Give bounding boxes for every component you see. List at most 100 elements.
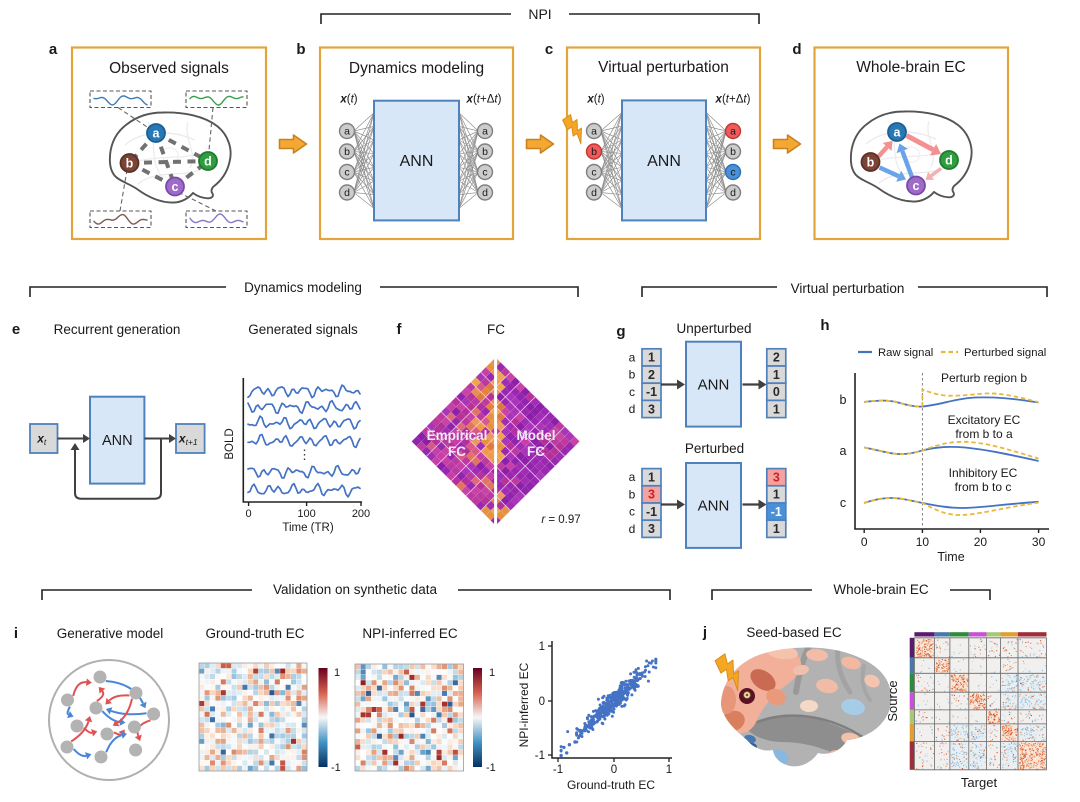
svg-text:Target: Target: [961, 775, 998, 790]
svg-text:10: 10: [916, 535, 930, 549]
svg-text:Unperturbed: Unperturbed: [676, 321, 751, 336]
svg-text:c: c: [629, 505, 635, 519]
svg-text:1: 1: [539, 641, 545, 653]
svg-text:1: 1: [648, 351, 655, 365]
svg-text:b: b: [296, 41, 305, 58]
svg-text:a: a: [153, 126, 161, 140]
svg-text:20: 20: [974, 535, 988, 549]
svg-text:b: b: [629, 368, 636, 382]
svg-text:x(t): x(t): [586, 94, 604, 106]
svg-text:Perturbed: Perturbed: [685, 441, 744, 456]
svg-text:a: a: [894, 125, 902, 139]
svg-text:a: a: [482, 126, 488, 138]
svg-text:1: 1: [773, 368, 780, 382]
svg-text:Source: Source: [885, 680, 900, 721]
svg-text:f: f: [397, 321, 403, 338]
svg-text:ANN: ANN: [102, 433, 133, 449]
svg-text:c: c: [840, 496, 846, 510]
svg-text:j: j: [702, 624, 707, 641]
svg-text:Time (TR): Time (TR): [282, 522, 333, 534]
svg-text:c: c: [629, 385, 635, 399]
svg-text:3: 3: [648, 488, 655, 502]
svg-text:0: 0: [539, 696, 545, 708]
svg-text:NPI: NPI: [528, 6, 551, 22]
svg-text:1: 1: [773, 488, 780, 502]
svg-text:b: b: [344, 146, 350, 158]
svg-text:Ground-truth EC: Ground-truth EC: [205, 626, 304, 641]
svg-text:ANN: ANN: [400, 153, 434, 170]
svg-text:c: c: [913, 179, 920, 193]
svg-text:30: 30: [1032, 535, 1046, 549]
svg-text:d: d: [629, 402, 636, 416]
svg-text:g: g: [616, 323, 625, 340]
svg-text:Whole-brain EC: Whole-brain EC: [833, 582, 929, 597]
svg-text:0: 0: [861, 535, 868, 549]
svg-text:d: d: [344, 187, 350, 199]
svg-text:from b to c: from b to c: [955, 480, 1012, 494]
svg-text:FC: FC: [527, 444, 545, 459]
svg-text:a: a: [629, 350, 636, 364]
svg-text:a: a: [591, 126, 597, 138]
svg-text:FC: FC: [448, 444, 466, 459]
svg-text:2: 2: [648, 368, 655, 382]
svg-text:r = 0.97: r = 0.97: [541, 514, 580, 526]
svg-text:Generated signals: Generated signals: [248, 322, 358, 337]
svg-text:1: 1: [773, 522, 780, 536]
svg-text:-1: -1: [535, 750, 545, 762]
svg-text:from b to a: from b to a: [955, 427, 1013, 441]
svg-text:1: 1: [489, 667, 495, 679]
svg-text:c: c: [591, 167, 596, 179]
svg-text:Dynamics modeling: Dynamics modeling: [244, 280, 362, 295]
svg-text:ANN: ANN: [647, 153, 681, 170]
svg-text:b: b: [629, 487, 636, 501]
svg-text:100: 100: [297, 508, 315, 520]
svg-text:⋮: ⋮: [298, 447, 311, 462]
svg-text:a: a: [344, 126, 350, 138]
svg-text:h: h: [820, 317, 829, 334]
svg-text:c: c: [172, 180, 179, 194]
svg-text:d: d: [482, 187, 488, 199]
svg-text:Perturb region b: Perturb region b: [941, 371, 1027, 385]
svg-text:e: e: [12, 321, 20, 338]
svg-text:Excitatory EC: Excitatory EC: [948, 413, 1021, 427]
svg-text:FC: FC: [487, 322, 505, 337]
svg-text:Inhibitory EC: Inhibitory EC: [949, 466, 1018, 480]
svg-text:c: c: [730, 167, 735, 179]
svg-text:2: 2: [773, 351, 780, 365]
svg-text:Virtual perturbation: Virtual perturbation: [791, 281, 905, 296]
svg-text:b: b: [867, 155, 875, 169]
svg-text:3: 3: [648, 402, 655, 416]
svg-text:d: d: [730, 187, 736, 199]
svg-text:Raw signal: Raw signal: [878, 347, 933, 359]
svg-text:a: a: [629, 470, 636, 484]
svg-text:c: c: [344, 167, 349, 179]
svg-text:Model: Model: [517, 428, 556, 443]
svg-text:-1: -1: [553, 764, 563, 776]
svg-text:d: d: [591, 187, 597, 199]
svg-text:1: 1: [666, 764, 672, 776]
svg-text:Observed signals: Observed signals: [109, 60, 229, 77]
svg-text:b: b: [482, 146, 488, 158]
svg-text:Whole-brain EC: Whole-brain EC: [856, 59, 965, 76]
svg-text:b: b: [591, 146, 597, 158]
svg-text:x(t+Δt): x(t+Δt): [466, 94, 502, 106]
svg-text:a: a: [730, 126, 736, 138]
svg-text:0: 0: [246, 508, 252, 520]
svg-text:b: b: [126, 156, 134, 170]
svg-text:1: 1: [334, 667, 340, 679]
svg-text:3: 3: [773, 471, 780, 485]
svg-text:-1: -1: [646, 505, 657, 519]
svg-text:Perturbed signal: Perturbed signal: [964, 347, 1046, 359]
svg-text:-1: -1: [771, 505, 782, 519]
svg-text:Empirical: Empirical: [427, 428, 488, 443]
svg-text:d: d: [204, 154, 212, 168]
svg-text:d: d: [792, 41, 801, 58]
svg-text:-1: -1: [646, 385, 657, 399]
svg-text:d: d: [945, 153, 953, 167]
svg-text:Ground-truth EC: Ground-truth EC: [567, 778, 655, 792]
svg-text:Seed-based EC: Seed-based EC: [746, 625, 842, 640]
svg-text:c: c: [545, 41, 553, 58]
svg-text:0: 0: [773, 385, 780, 399]
svg-text:d: d: [629, 522, 636, 536]
svg-text:BOLD: BOLD: [224, 428, 236, 459]
